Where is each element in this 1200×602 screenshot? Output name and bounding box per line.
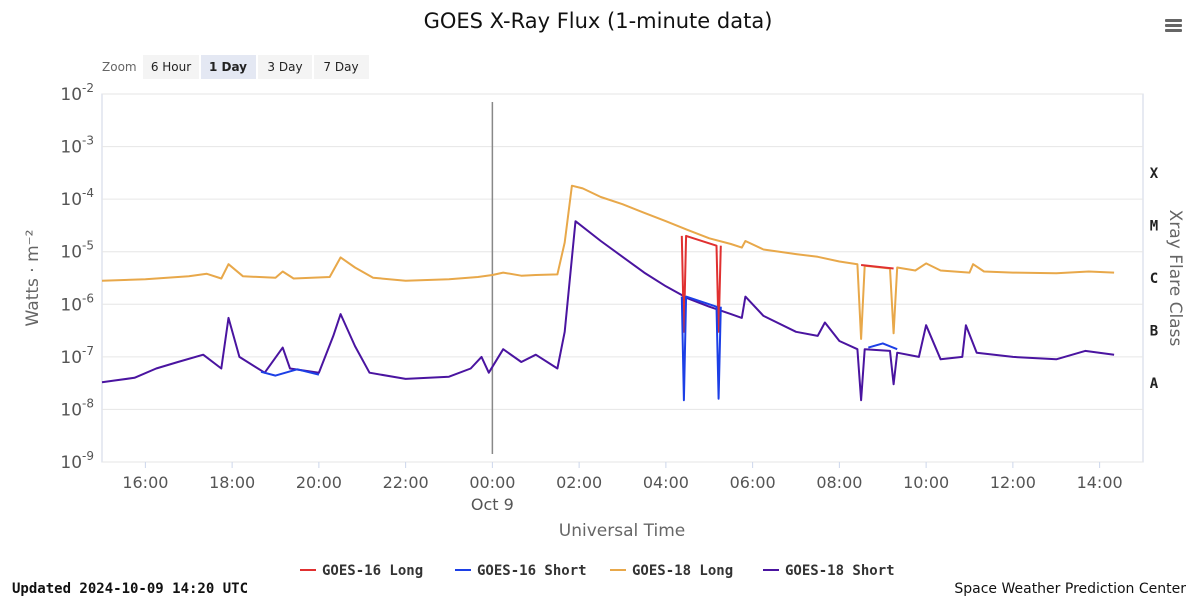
x-tick-label: 02:00 (556, 473, 602, 492)
legend-label-goes-16-short: GOES-16 Short (477, 563, 587, 579)
y-axis-ticks: 10-9 10-8 10-7 10-6 10-5 10-4 10-3 10-2 (60, 81, 94, 473)
y-tick-label: 10-6 (60, 291, 94, 315)
zoom-button-7d-label: 7 Day (323, 60, 358, 74)
zoom-button-3d-label: 3 Day (267, 60, 302, 74)
y-tick-label: 10-9 (60, 449, 94, 473)
x-tick-label: 08:00 (816, 473, 862, 492)
x-tick-date-label: Oct 9 (471, 495, 514, 514)
x-tick-label: 20:00 (296, 473, 342, 492)
y-tick-label: 10-3 (60, 134, 94, 158)
legend-label-goes-16-long: GOES-16 Long (322, 563, 423, 579)
x-tick-label: 16:00 (122, 473, 168, 492)
flare-class-labels: A B C M X (1150, 166, 1159, 392)
y-tick-label: 10-4 (60, 186, 94, 210)
y-tick-label: 10-8 (60, 396, 94, 420)
zoom-button-6h-label: 6 Hour (151, 60, 191, 74)
flare-class-label: M (1150, 218, 1158, 234)
series-line-goes-16-short (680, 295, 722, 402)
x-tick-label: 12:00 (990, 473, 1036, 492)
zoom-button-7d[interactable]: 7 Day (314, 55, 369, 79)
hamburger-menu-icon[interactable] (1160, 14, 1186, 36)
x-tick-label: 22:00 (383, 473, 429, 492)
zoom-control: Zoom 6 Hour 1 Day 3 Day 7 Day (102, 55, 369, 79)
zoom-label: Zoom (102, 60, 137, 74)
zoom-button-1d-label: 1 Day (209, 60, 247, 74)
flare-class-label: B (1150, 324, 1158, 340)
series-line-goes-16-long (680, 234, 722, 333)
x-tick-label: 00:00 (469, 473, 515, 492)
grid (102, 93, 1143, 463)
flare-class-label: C (1150, 271, 1158, 287)
zoom-button-1d[interactable]: 1 Day (201, 55, 256, 79)
plot-area (101, 93, 1144, 463)
y-tick-label: 10-5 (60, 239, 94, 263)
series-line-goes-16-short (260, 368, 320, 377)
x-axis-ticks: 16:00 18:00 20:00 22:00 00:00 Oct 9 02:00 04:00… (122, 462, 1123, 514)
series-lines (101, 184, 1115, 402)
legend-label-goes-18-long: GOES-18 Long (632, 563, 733, 579)
y-axis-title: Watts · m⁻² (23, 230, 43, 327)
series-line-goes-18-long (101, 184, 1115, 340)
series-line-goes-18-short (101, 220, 1115, 402)
x-axis-title: Universal Time (559, 521, 685, 541)
y-tick-label: 10-7 (60, 344, 94, 368)
x-tick-label: 18:00 (209, 473, 255, 492)
flare-class-label: X (1150, 166, 1159, 182)
series-line-goes-16-long (860, 264, 894, 270)
x-tick-label: 04:00 (643, 473, 689, 492)
zoom-button-6h[interactable]: 6 Hour (143, 55, 199, 79)
updated-timestamp: Updated 2024-10-09 14:20 UTC (12, 581, 248, 597)
source-credit: Space Weather Prediction Center (954, 581, 1186, 597)
legend: GOES-16 Long GOES-16 Short GOES-18 Long GOE… (300, 563, 895, 579)
zoom-button-3d[interactable]: 3 Day (258, 55, 312, 79)
y2-axis-title: Xray Flare Class (1165, 210, 1185, 347)
chart-title: GOES X-Ray Flux (1-minute data) (424, 9, 773, 33)
series-line-goes-16-short (868, 342, 898, 351)
y-tick-label: 10-2 (60, 81, 94, 105)
x-tick-label: 06:00 (730, 473, 776, 492)
x-tick-label: 14:00 (1077, 473, 1123, 492)
x-tick-label: 10:00 (903, 473, 949, 492)
flare-class-label: A (1150, 376, 1159, 392)
legend-label-goes-18-short: GOES-18 Short (785, 563, 895, 579)
